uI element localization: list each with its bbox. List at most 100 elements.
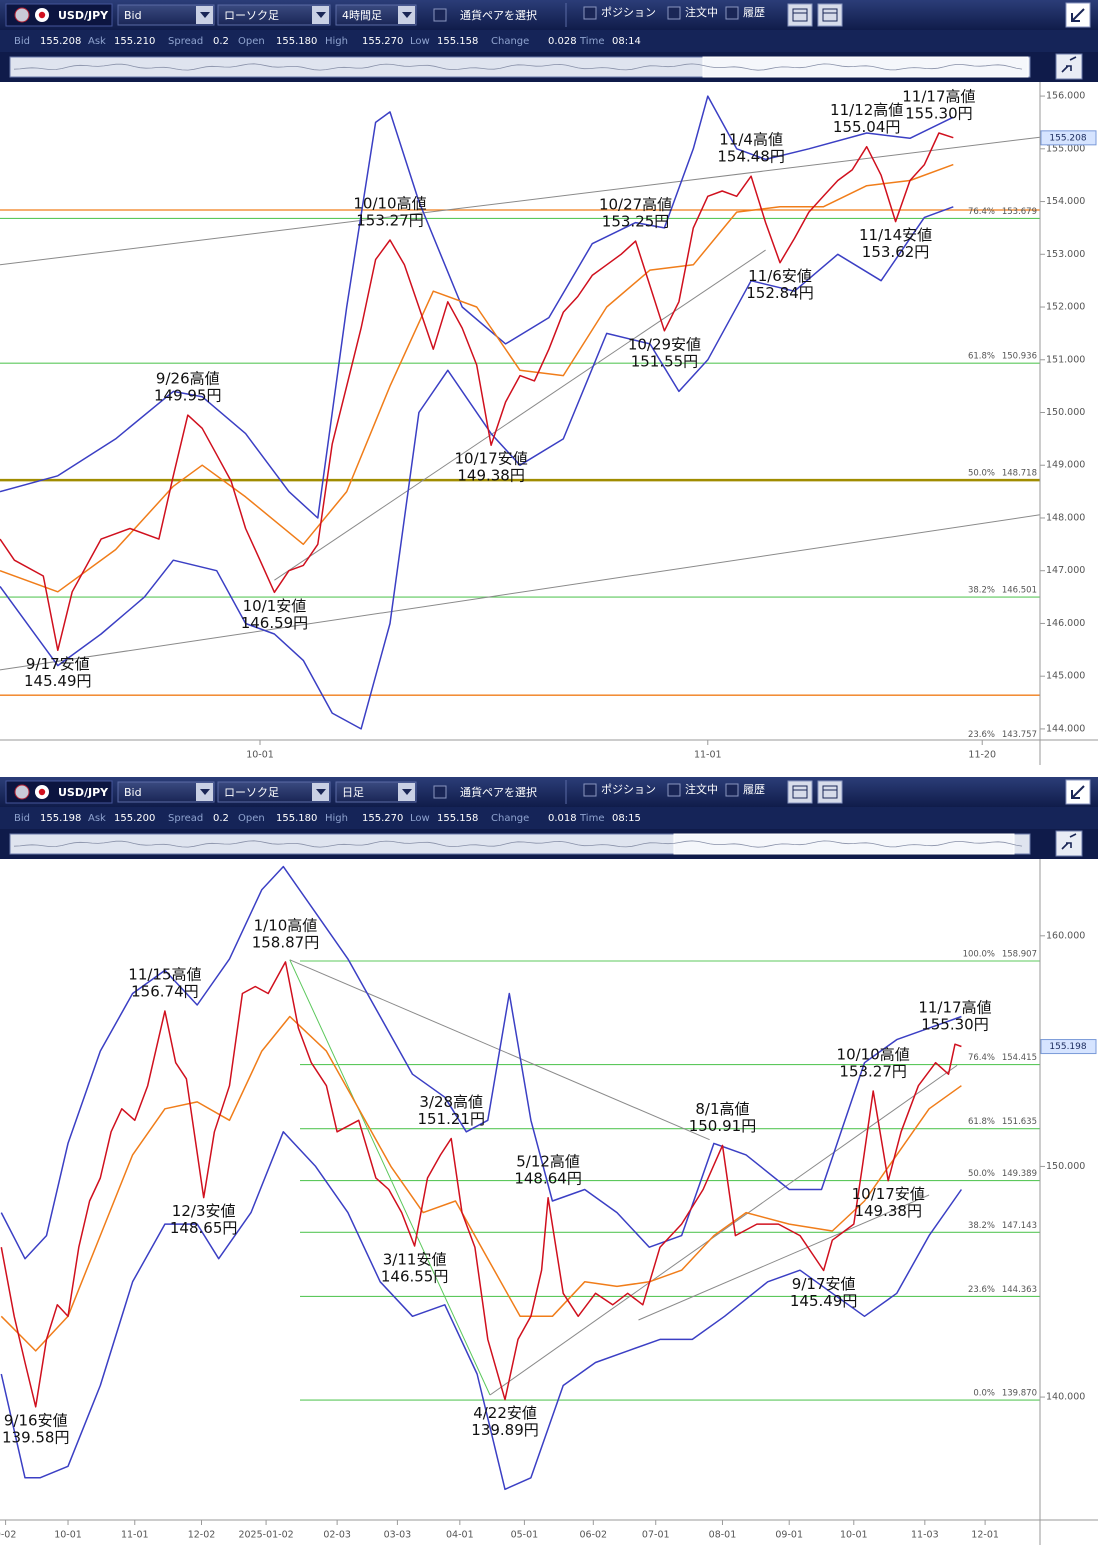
annotation-price: 139.89円	[471, 1421, 539, 1439]
checkbox[interactable]	[583, 783, 597, 797]
flag-jp-dot	[38, 788, 46, 796]
y-tick-label: 145.000	[1046, 671, 1085, 682]
quote-value: 0.028	[548, 36, 577, 47]
price-line	[0, 961, 962, 1408]
navigator-sparkline	[13, 840, 1023, 848]
x-tick-label: 10-01	[54, 1530, 82, 1541]
checkbox-label: 履歴	[743, 6, 765, 19]
dropdown-text: Bid	[124, 786, 142, 799]
checkbox[interactable]	[725, 6, 739, 20]
flag-jp-dot	[38, 11, 46, 19]
quote-value: 155.198	[40, 813, 81, 824]
dropdown[interactable]	[335, 781, 417, 803]
dropdown[interactable]	[217, 4, 331, 26]
y-tick-label: 154.000	[1046, 196, 1085, 207]
quote-label: Change	[491, 813, 529, 824]
annotation-price: 155.30円	[905, 104, 973, 122]
checkbox-label: 注文中	[685, 782, 718, 796]
y-tick-label: 152.000	[1046, 302, 1085, 313]
fib-percent: 76.4%	[968, 207, 995, 217]
quote-label: Change	[491, 36, 529, 47]
annotation-price: 156.74円	[131, 982, 199, 1000]
quote-label: High	[325, 36, 348, 47]
y-tick-label: 150.000	[1046, 407, 1085, 418]
annotation-label: 11/14安値	[859, 226, 932, 244]
annotation-label: 10/1安値	[243, 597, 307, 615]
x-tick-label: 09-01	[775, 1530, 803, 1541]
collapse-button[interactable]	[1065, 2, 1091, 28]
dropdown[interactable]	[217, 781, 331, 803]
annotation-label: 1/10高値	[254, 916, 318, 934]
dropdown[interactable]	[117, 781, 215, 803]
fib-price: 147.143	[1002, 1221, 1037, 1231]
checkbox[interactable]	[583, 6, 597, 20]
trend-line	[0, 514, 1040, 671]
annotation-price: 146.59円	[241, 614, 309, 632]
tool-icon	[822, 8, 838, 22]
y-tick-label: 160.000	[1046, 930, 1085, 941]
collapse-icon	[1071, 8, 1085, 22]
fib-price: 154.415	[1002, 1053, 1037, 1063]
quote-label: Ask	[88, 813, 106, 824]
tool-button[interactable]	[817, 3, 843, 27]
x-tick-label: 11-03	[911, 1530, 939, 1541]
annotation-label: 4/22安値	[473, 1404, 537, 1422]
y-tick-label: 144.000	[1046, 723, 1085, 734]
checkbox[interactable]	[725, 783, 739, 797]
checkbox[interactable]	[433, 785, 447, 799]
last-price: 155.208	[1049, 133, 1086, 143]
x-tick-label: 12-02	[188, 1530, 216, 1541]
annotation-price: 153.62円	[862, 243, 930, 261]
navigator-sparkline	[13, 63, 1023, 71]
y-tick-label: 153.000	[1046, 249, 1085, 260]
quote-label: Bid	[14, 813, 30, 824]
quote-value: 155.180	[276, 36, 317, 47]
checkbox[interactable]	[667, 6, 681, 20]
fib-price: 149.389	[1002, 1169, 1037, 1179]
last-price-box	[1040, 1039, 1097, 1055]
dropdown[interactable]	[335, 4, 417, 26]
fib-price: 151.635	[1002, 1117, 1037, 1127]
dropdown[interactable]	[117, 4, 215, 26]
quote-label: Bid	[14, 36, 30, 47]
quote-label: Low	[410, 36, 430, 47]
trend-line	[274, 249, 766, 581]
fib-percent: 38.2%	[968, 586, 995, 596]
fib-percent: 100.0%	[963, 950, 995, 960]
y-tick-label: 147.000	[1046, 565, 1085, 576]
fib-price: 143.757	[1002, 730, 1037, 740]
annotation-price: 155.04円	[833, 118, 901, 136]
x-tick-label: 11-20	[968, 750, 996, 761]
annotation-label: 10/10高値	[837, 1046, 910, 1064]
checkbox[interactable]	[433, 8, 447, 22]
annotation-label: 3/28高値	[419, 1093, 483, 1111]
fib-price: 146.501	[1002, 586, 1037, 596]
pair-select: 通貨ペアを選択	[460, 785, 537, 799]
fib-price: 150.936	[1002, 352, 1037, 362]
quote-value: 155.270	[362, 813, 403, 824]
fib-price: 144.363	[1002, 1285, 1037, 1295]
price-line	[0, 163, 954, 593]
quote-bar	[0, 807, 1098, 829]
x-tick-label: 03-03	[384, 1530, 412, 1541]
checkbox-label: 履歴	[743, 783, 765, 796]
tool-button[interactable]	[787, 3, 813, 27]
fib-percent: 76.4%	[968, 1053, 995, 1063]
y-tick-label: 155.000	[1046, 143, 1085, 154]
x-tick-label: 04-01	[446, 1530, 474, 1541]
dropdown-arrow	[316, 789, 326, 795]
x-tick-label: 10-01	[840, 1530, 868, 1541]
quote-label: Spread	[168, 813, 203, 824]
tool-button[interactable]	[817, 780, 843, 804]
price-line	[0, 132, 954, 652]
quote-value: 155.208	[40, 36, 81, 47]
fib-percent: 61.8%	[968, 1117, 995, 1127]
annotation-label: 3/11安値	[383, 1251, 447, 1269]
checkbox[interactable]	[667, 783, 681, 797]
tool-button[interactable]	[787, 780, 813, 804]
navigator-icon	[1061, 56, 1077, 73]
x-tick-label: 9-02	[0, 1530, 16, 1541]
quote-label: Ask	[88, 36, 106, 47]
x-tick-label: 2025-01-02	[238, 1530, 293, 1541]
